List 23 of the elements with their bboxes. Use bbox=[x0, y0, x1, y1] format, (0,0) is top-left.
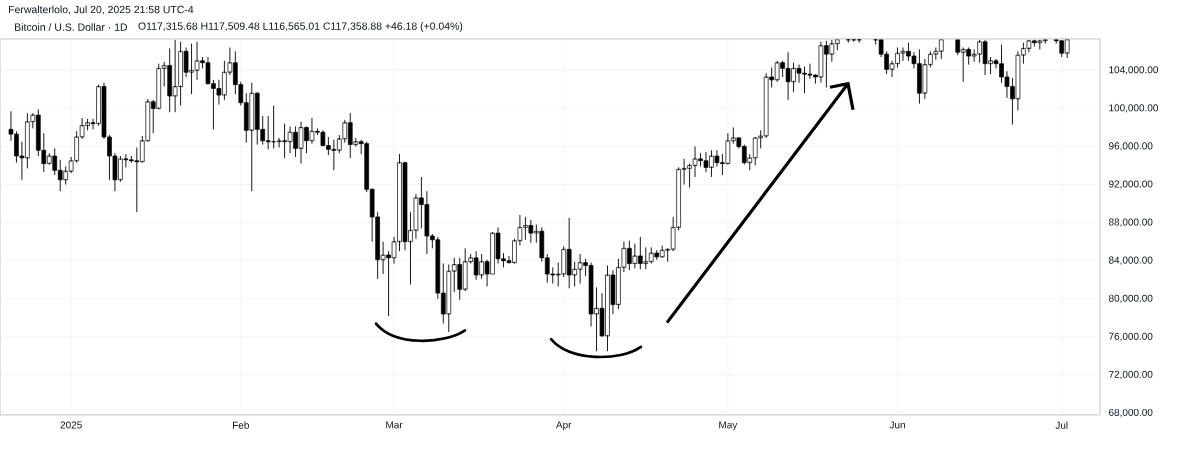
x-tick-label: Mar bbox=[386, 421, 403, 429]
chart-title: Bitcoin / U.S. Dollar · 1D bbox=[15, 23, 128, 31]
x-tick-label: Feb bbox=[233, 421, 249, 429]
y-tick-label: 76,000.00 bbox=[1109, 332, 1153, 341]
y-tick-label: 100,000.00 bbox=[1109, 104, 1158, 113]
y-tick-label: 104,000.00 bbox=[1109, 66, 1158, 75]
x-tick-label: Jun bbox=[889, 421, 905, 429]
x-tick-label: May bbox=[719, 421, 738, 431]
x-tick-label: Jul bbox=[1055, 421, 1068, 429]
x-tick-label: Apr bbox=[555, 421, 572, 431]
x-tick-label: 2025 bbox=[60, 421, 82, 429]
y-tick-label: 72,000.00 bbox=[1109, 370, 1153, 380]
candlestick bbox=[845, 38, 851, 44]
y-tick-label: 68,000.00 bbox=[1109, 408, 1153, 418]
chart-subtitle: O117,315.68 H117,509.48 L116,565.01 C117,358.88 +46.18 (+0.04%) bbox=[138, 22, 463, 32]
y-tick-label: 96,000.00 bbox=[1109, 142, 1153, 151]
y-tick-label: 80,000.00 bbox=[1108, 294, 1153, 303]
y-tick-label: 92,000.00 bbox=[1109, 180, 1153, 189]
candlestick bbox=[851, 38, 857, 43]
candlestick bbox=[856, 38, 862, 44]
y-tick-label: 84,000.00 bbox=[1108, 256, 1153, 265]
y-tick-label: 88,000.00 bbox=[1108, 218, 1153, 227]
text: Ferwalterlolo, Jul 20, 2025 21:58 UTC-4 bbox=[9, 5, 194, 15]
